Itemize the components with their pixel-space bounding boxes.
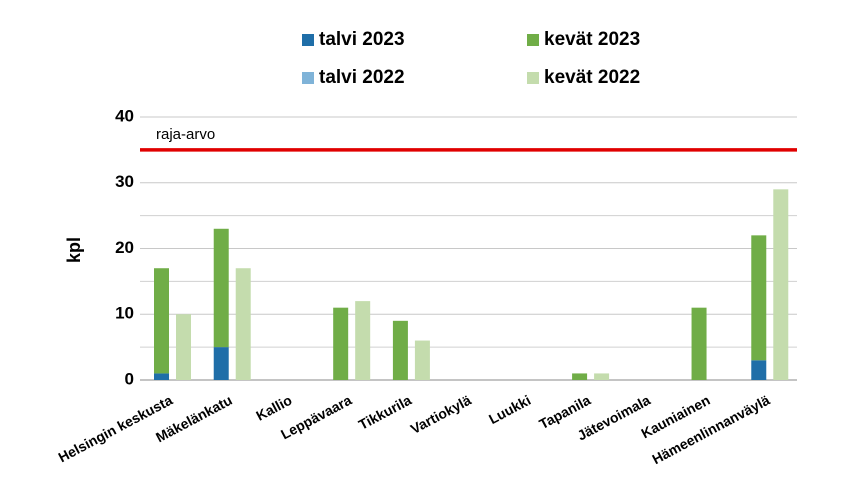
bar — [594, 373, 610, 380]
legend-swatch — [527, 72, 539, 84]
bar — [235, 268, 251, 380]
legend-swatch — [302, 34, 314, 46]
x-tick-label: Luukki — [486, 392, 533, 427]
y-tick-label: 10 — [115, 304, 134, 323]
bar — [213, 228, 229, 348]
reference-label: raja-arvo — [156, 126, 215, 143]
y-tick-label: 30 — [115, 172, 134, 191]
bar — [751, 235, 767, 361]
legend-label: kevät 2023 — [544, 29, 640, 50]
bar — [154, 268, 169, 374]
bar — [355, 301, 371, 380]
y-tick-label: 20 — [115, 238, 134, 257]
bar — [691, 307, 707, 380]
bar — [751, 360, 767, 380]
bar — [392, 320, 408, 380]
bar — [213, 347, 229, 380]
legend-label: talvi 2023 — [319, 29, 405, 50]
bar — [154, 373, 169, 380]
legend-swatch — [527, 34, 539, 46]
x-tick-label: Tikkurila — [356, 392, 414, 433]
bar — [414, 340, 430, 380]
bar — [176, 314, 191, 380]
y-tick-label: 0 — [125, 369, 134, 388]
legend-label: kevät 2022 — [544, 67, 640, 88]
y-axis-label: kpl — [64, 237, 84, 263]
bar — [572, 373, 588, 380]
legend-label: talvi 2022 — [319, 67, 405, 88]
legend-swatch — [302, 72, 314, 84]
bar — [773, 189, 789, 380]
y-tick-label: 40 — [115, 106, 134, 125]
bar — [333, 307, 349, 380]
x-tick-label: Vartiokylä — [408, 392, 474, 437]
x-tick-label: Kallio — [253, 392, 294, 424]
